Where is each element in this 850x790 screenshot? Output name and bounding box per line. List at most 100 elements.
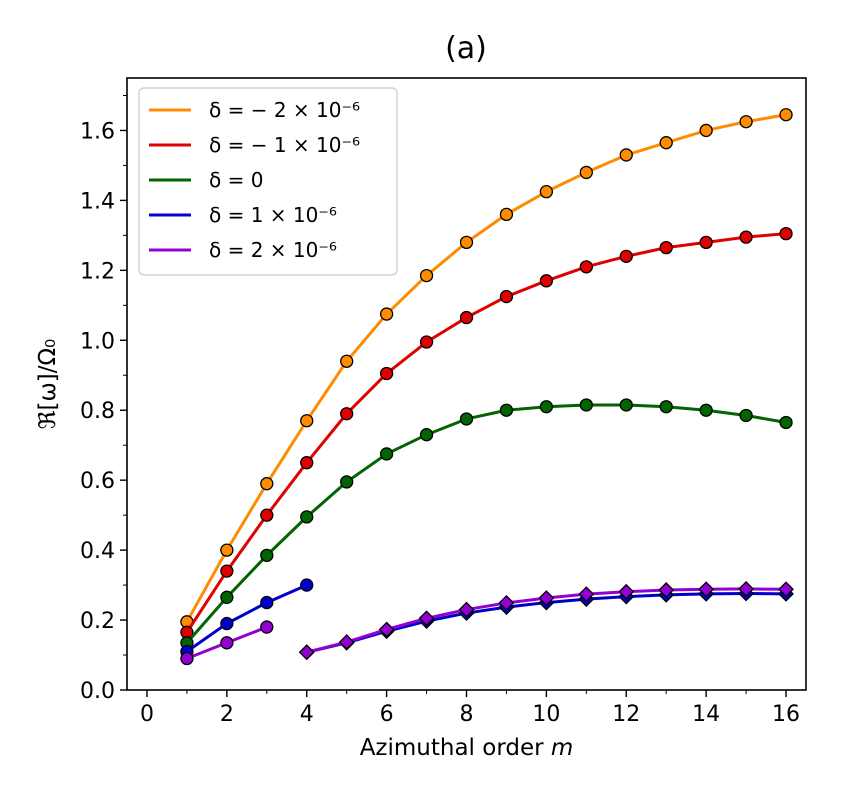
x-tick-label: 2 bbox=[220, 702, 234, 727]
legend-box bbox=[138, 87, 398, 276]
series-line-3 bbox=[186, 583, 308, 653]
data-point-4-2 bbox=[260, 620, 274, 634]
data-point-2-10 bbox=[579, 398, 593, 412]
series-line-1 bbox=[185, 232, 787, 634]
series-line-0 bbox=[185, 113, 787, 623]
series-group-4 bbox=[180, 620, 274, 666]
data-point-0-14 bbox=[739, 115, 753, 129]
data-point-2-3 bbox=[300, 510, 314, 524]
data-point-3-3 bbox=[300, 578, 314, 592]
y-tick-label: 0.0 bbox=[80, 679, 115, 704]
y-tick-label: 1.0 bbox=[80, 329, 115, 354]
data-point-2-15 bbox=[779, 415, 793, 430]
y-axis-label: ℜ[ω]/Ω₀ bbox=[35, 339, 61, 429]
data-point-4-0 bbox=[180, 651, 194, 666]
data-point-1-12 bbox=[659, 240, 673, 255]
x-tick-label: 10 bbox=[532, 702, 560, 727]
chart-title: (a) bbox=[445, 31, 487, 66]
data-point-1-15 bbox=[779, 226, 793, 241]
x-tick-label: 8 bbox=[460, 702, 474, 727]
data-point-6-2 bbox=[378, 621, 395, 638]
data-point-1-11 bbox=[619, 249, 633, 264]
x-axis-label: Azimuthal order m bbox=[360, 735, 574, 761]
data-point-6-8 bbox=[618, 583, 635, 600]
legend-label-0: δ = − 2 × 10⁻⁶ bbox=[209, 98, 360, 122]
data-point-2-2 bbox=[260, 548, 274, 563]
data-point-0-9 bbox=[539, 185, 554, 199]
y-tick-label: 1.4 bbox=[80, 189, 115, 214]
legend-label-1: δ = − 1 × 10⁻⁶ bbox=[209, 133, 360, 157]
data-point-1-3 bbox=[300, 456, 314, 470]
data-point-0-11 bbox=[619, 148, 633, 162]
data-point-0-15 bbox=[779, 108, 793, 122]
data-point-2-13 bbox=[699, 403, 713, 417]
legend-label-3: δ = 1 × 10⁻⁶ bbox=[209, 203, 337, 227]
data-point-1-1 bbox=[220, 564, 234, 578]
data-point-6-4 bbox=[458, 601, 475, 618]
data-point-2-11 bbox=[619, 398, 633, 412]
data-point-1-14 bbox=[739, 230, 753, 244]
data-point-1-2 bbox=[260, 508, 274, 522]
series-group-1 bbox=[180, 226, 793, 639]
x-axis-label-symbol: m bbox=[551, 735, 573, 761]
data-point-6-5 bbox=[498, 595, 515, 611]
data-point-1-5 bbox=[379, 366, 394, 381]
legend-label-2: δ = 0 bbox=[209, 168, 263, 192]
data-point-6-12 bbox=[778, 581, 794, 598]
y-tick-label: 0.4 bbox=[80, 539, 115, 564]
x-axis-label-text: Azimuthal order bbox=[360, 735, 551, 761]
data-point-0-13 bbox=[699, 123, 713, 138]
y-tick-label: 0.8 bbox=[80, 399, 115, 424]
x-tick-label: 4 bbox=[300, 702, 314, 727]
legend-label-4: δ = 2 × 10⁻⁶ bbox=[209, 238, 337, 262]
data-point-2-4 bbox=[340, 475, 354, 489]
data-point-2-12 bbox=[659, 400, 673, 414]
data-point-1-8 bbox=[499, 289, 514, 304]
data-point-6-3 bbox=[418, 610, 435, 627]
data-point-3-1 bbox=[220, 616, 234, 631]
data-point-6-11 bbox=[738, 581, 755, 597]
data-point-2-5 bbox=[379, 447, 394, 461]
data-point-2-8 bbox=[499, 403, 514, 417]
series-group-6 bbox=[298, 581, 794, 661]
y-tick-label: 1.2 bbox=[80, 259, 115, 284]
data-point-6-9 bbox=[658, 582, 675, 598]
data-point-6-1 bbox=[338, 634, 355, 651]
data-point-0-7 bbox=[459, 235, 474, 250]
series-group-0 bbox=[180, 108, 793, 629]
data-point-2-6 bbox=[419, 428, 434, 442]
data-point-1-7 bbox=[459, 310, 474, 325]
x-tick-label: 16 bbox=[772, 702, 800, 727]
data-point-3-2 bbox=[260, 595, 274, 610]
data-point-2-1 bbox=[220, 590, 234, 604]
x-tick-label: 14 bbox=[692, 702, 720, 727]
data-point-4-1 bbox=[220, 636, 234, 650]
y-tick-label: 0.6 bbox=[80, 469, 115, 494]
data-point-2-14 bbox=[739, 408, 753, 423]
data-point-1-4 bbox=[340, 407, 354, 421]
data-point-1-10 bbox=[579, 260, 593, 274]
data-point-0-12 bbox=[659, 136, 673, 150]
data-point-1-13 bbox=[699, 235, 713, 250]
data-point-0-6 bbox=[419, 268, 434, 283]
x-tick-label: 0 bbox=[140, 702, 154, 727]
data-point-0-2 bbox=[260, 477, 274, 491]
data-point-0-1 bbox=[220, 543, 234, 557]
data-point-6-6 bbox=[538, 590, 555, 606]
x-tick-label: 6 bbox=[380, 702, 394, 727]
data-point-6-7 bbox=[578, 586, 595, 603]
x-tick-label: 12 bbox=[612, 702, 640, 727]
data-point-0-10 bbox=[579, 165, 593, 180]
y-tick-label: 1.6 bbox=[80, 119, 115, 144]
data-point-6-10 bbox=[698, 581, 715, 598]
data-point-0-8 bbox=[499, 207, 514, 222]
data-point-2-7 bbox=[459, 412, 474, 426]
data-point-6-0 bbox=[298, 644, 315, 661]
data-point-0-4 bbox=[340, 354, 354, 368]
y-tick-label: 0.2 bbox=[80, 609, 115, 634]
series-line-2 bbox=[185, 403, 787, 644]
data-point-2-9 bbox=[539, 400, 554, 414]
data-point-0-5 bbox=[379, 307, 394, 321]
